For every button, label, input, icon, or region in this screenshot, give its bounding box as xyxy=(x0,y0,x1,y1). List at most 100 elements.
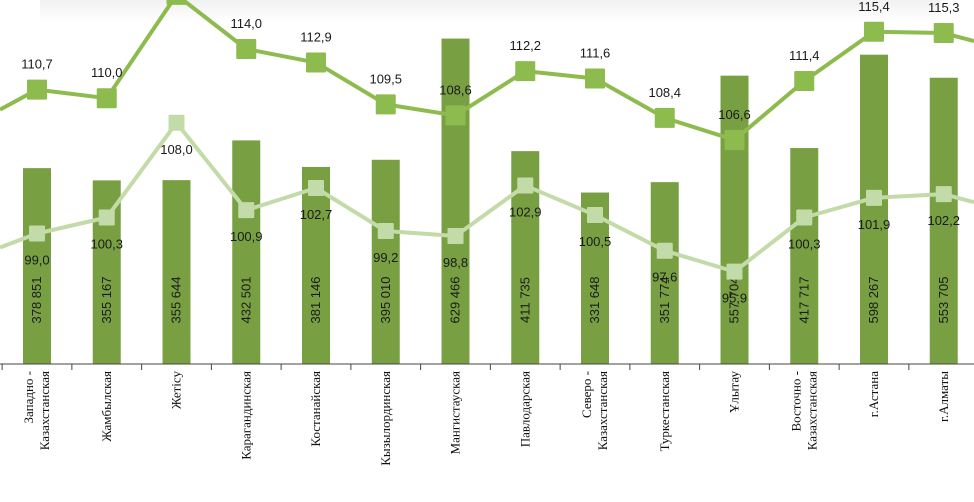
series-marker xyxy=(306,52,326,73)
series-lower-label: 100,3 xyxy=(788,237,821,252)
category-label: Карагандинская xyxy=(238,371,253,460)
series-lower-label: 102,9 xyxy=(509,205,542,220)
series-upper-label: 106,6 xyxy=(718,107,751,122)
series-lower-label: 99,0 xyxy=(24,253,49,268)
bar-value-label: 553 705 xyxy=(936,277,951,324)
bar-value-label: 432 501 xyxy=(238,277,253,324)
series-line-lower xyxy=(0,120,974,274)
category-label: Павлодарская xyxy=(517,371,532,447)
bar xyxy=(371,159,400,364)
category-label: Костанайская xyxy=(308,371,323,447)
category-label: Жамбылская xyxy=(99,371,114,442)
series-upper-label: 111,4 xyxy=(789,48,820,63)
bar xyxy=(860,54,888,365)
series-marker xyxy=(447,227,464,244)
series-marker xyxy=(375,94,396,115)
series-lower-label: 100,3 xyxy=(90,237,123,252)
bar-value-label: 381 146 xyxy=(308,277,323,324)
bar-value-label: 331 648 xyxy=(587,277,602,324)
bar xyxy=(720,75,749,365)
series-marker xyxy=(238,202,255,219)
bar xyxy=(929,77,958,365)
category-label: г.Алматы xyxy=(936,371,951,422)
bar xyxy=(92,180,121,364)
category-label: Казахстанская xyxy=(595,371,610,450)
series-marker xyxy=(27,79,47,100)
series-lower-label: 97,6 xyxy=(652,270,677,285)
series-upper-label: 114,0 xyxy=(230,16,262,31)
bar-value-label: 598 267 xyxy=(866,277,881,324)
series-upper-label: 110,0 xyxy=(91,65,123,80)
series-marker xyxy=(654,107,675,128)
series-lower-label: 100,9 xyxy=(230,229,263,244)
series-marker xyxy=(517,177,534,194)
series-marker xyxy=(166,0,187,5)
series-upper-label: 115,4 xyxy=(858,0,890,14)
series-marker xyxy=(168,114,185,131)
category-label: Северо - xyxy=(579,371,594,418)
series-marker xyxy=(308,179,324,196)
series-upper-label: 108,4 xyxy=(648,85,681,100)
series-lower-label: 98,8 xyxy=(443,255,468,270)
category-label: Мангистауская xyxy=(448,371,463,454)
category-label: Восточно - xyxy=(788,371,803,432)
series-marker xyxy=(29,225,45,242)
series-line-upper xyxy=(0,0,974,143)
series-upper-label: 111,6 xyxy=(580,46,611,61)
series-marker xyxy=(935,186,952,203)
category-label: Туркестанская xyxy=(657,371,672,451)
bar-value-label: 351 774 xyxy=(657,277,672,324)
series-lower-label: 99,2 xyxy=(373,250,398,265)
chart-top-shadow xyxy=(40,0,940,22)
series-marker xyxy=(98,209,115,226)
bar-value-label: 417 717 xyxy=(796,277,811,324)
series-upper-label: 115,3 xyxy=(928,0,960,15)
series-marker xyxy=(236,39,257,59)
category-label: Западно - xyxy=(21,371,36,424)
series-lower-label: 102,7 xyxy=(300,207,333,222)
series-upper-label: 112,2 xyxy=(509,38,541,53)
bar xyxy=(790,148,819,364)
series-marker xyxy=(794,70,815,91)
bar-value-label: 629 466 xyxy=(448,277,463,324)
category-label: Казахстанская xyxy=(804,371,819,450)
series-marker xyxy=(724,130,745,151)
bar xyxy=(441,38,470,365)
bar-value-label: 355 644 xyxy=(169,277,184,324)
category-label: Ұлытау xyxy=(727,371,742,414)
series-marker xyxy=(587,207,603,224)
bar xyxy=(302,166,330,364)
bar xyxy=(650,182,679,364)
series-marker xyxy=(864,21,884,42)
series-lower-label: 100,5 xyxy=(579,234,612,249)
series-marker xyxy=(933,23,954,44)
series-upper-label: 110,7 xyxy=(21,57,53,72)
series-upper-label: 109,5 xyxy=(369,71,402,86)
bar-value-label: 378 851 xyxy=(29,277,44,324)
series-lower-label: 108,0 xyxy=(160,142,193,157)
series-marker xyxy=(656,242,673,259)
category-label: Казахстанская xyxy=(37,371,52,450)
series-marker xyxy=(377,223,394,240)
category-label: г.Астана xyxy=(866,371,881,418)
series-marker xyxy=(515,61,536,82)
series-marker xyxy=(796,209,813,226)
bar-value-label: 411 735 xyxy=(517,277,532,323)
series-lower-label: 101,9 xyxy=(858,217,891,232)
category-label: Жетісу xyxy=(169,371,184,410)
bar-value-label: 355 167 xyxy=(99,277,114,324)
series-marker xyxy=(585,68,605,89)
bar-value-label: 395 010 xyxy=(378,277,393,324)
bar xyxy=(23,168,51,364)
bar xyxy=(162,180,191,364)
series-marker xyxy=(726,263,743,280)
series-upper-label: 108,6 xyxy=(439,82,472,97)
series-marker xyxy=(445,105,466,126)
series-upper-label: 112,9 xyxy=(300,30,332,45)
series-marker xyxy=(866,189,882,206)
bar-value-label: 557 704 xyxy=(727,277,742,324)
series-lower-label: 102,2 xyxy=(927,213,960,228)
series-lower-label: 95,9 xyxy=(722,291,747,306)
category-label: Кызылординская xyxy=(378,371,393,466)
